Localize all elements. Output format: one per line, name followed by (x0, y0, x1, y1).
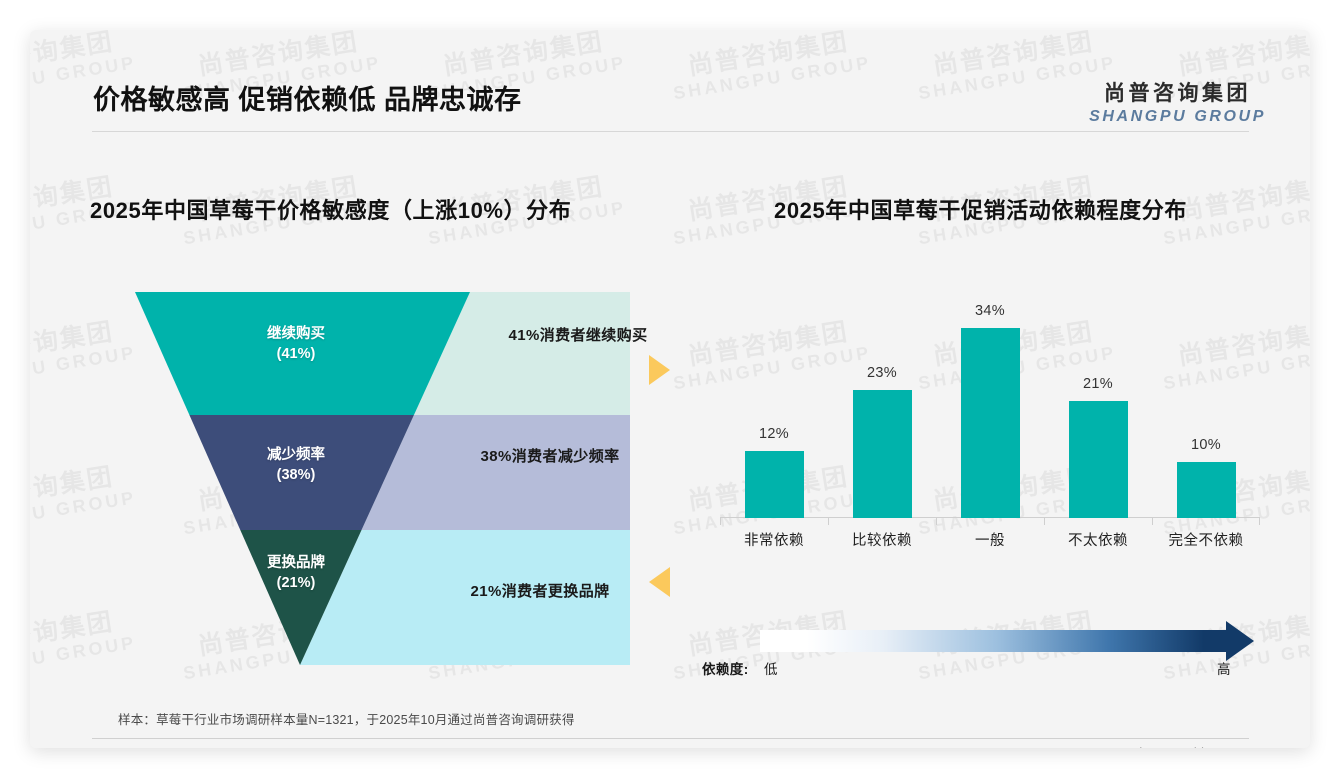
axis-tick (1152, 518, 1153, 525)
bar-group-4[interactable]: 10% (1152, 437, 1260, 518)
funnel-stage-label-2: 更换品牌 (21%) (208, 553, 384, 593)
bar-value-label: 10% (1191, 437, 1221, 454)
legend-high-label: 高 (1217, 662, 1231, 677)
axis-tick (720, 518, 721, 525)
bar-group-2[interactable]: 34% (936, 303, 1044, 518)
funnel-stage-label-1: 减少频率 (38%) (208, 445, 384, 485)
sample-note: 样本：草莓干行业市场调研样本量N=1321，于2025年10月通过尚普咨询调研获… (118, 713, 575, 727)
funnel-panel-label-1: 38%消费者减少频率 (480, 448, 620, 465)
dependency-gradient-legend: 依赖度: 低 高 (702, 621, 1272, 682)
axis-tick (1044, 518, 1045, 525)
funnel-stage-0 (135, 292, 470, 415)
slide-header: 价格敏感高 促销依赖低 品牌忠诚存 尚普咨询集团 SHANGPU GROUP (30, 30, 1310, 132)
bar-rect[interactable] (744, 451, 804, 518)
funnel-stage-value: (21%) (276, 575, 316, 591)
bar-group-0[interactable]: 12% (720, 426, 828, 518)
bar-group-1[interactable]: 23% (828, 365, 936, 518)
bar-rect[interactable] (1068, 400, 1128, 518)
logo-chinese-text: 尚普咨询集团 (1104, 82, 1252, 105)
bar-category-label: 比较依赖 (852, 533, 912, 549)
funnel-chart: 继续购买 (41%) 减少频率 (38%) 更换品牌 (21%) 41%消费者继续购买… (30, 30, 1310, 748)
bar-category-label: 完全不依赖 (1168, 533, 1244, 549)
funnel-stage-label-0: 继续购买 (41%) (208, 324, 384, 364)
bar-value-label: 34% (975, 303, 1005, 320)
logo-english-text: SHANGPU GROUP (1089, 108, 1266, 126)
funnel-stage-value: (41%) (276, 346, 316, 362)
bar-category-label: 非常依赖 (744, 533, 804, 549)
bar-value-label: 23% (867, 364, 897, 381)
bar-rect[interactable] (960, 328, 1020, 518)
bar-group-3[interactable]: 21% (1044, 376, 1152, 518)
legend-low-label: 低 (764, 662, 778, 677)
triangle-right-marker-icon (649, 355, 670, 385)
bar-value-label: 21% (1083, 375, 1113, 392)
footer-divider (92, 738, 1249, 739)
axis-tick (828, 518, 829, 525)
funnel-stage-name: 减少频率 (267, 447, 325, 463)
bar-chart: 12% 非常依赖 23% 比较依赖 34% 一般 21% 不太依赖 10% 完全不依赖 (720, 280, 1260, 570)
bar-category-label: 不太依赖 (1068, 533, 1128, 549)
right-chart-title: 2025年中国草莓干促销活动依赖程度分布 (774, 198, 1187, 223)
gradient-arrow-head-icon (1226, 621, 1254, 661)
left-chart-title: 2025年中国草莓干价格敏感度（上涨10%）分布 (90, 198, 572, 223)
funnel-panel-label-0: 41%消费者继续购买 (508, 327, 648, 344)
footer-copyright: ©2025.12 SHANGPU GROUP (93, 746, 269, 748)
legend-title: 依赖度: (702, 662, 749, 677)
funnel-stage-value: (38%) (276, 467, 316, 483)
bar-rect[interactable] (1176, 462, 1236, 518)
funnel-stage-1 (189, 415, 414, 530)
gradient-bar (760, 630, 1232, 652)
company-logo: 尚普咨询集团 SHANGPU GROUP (1089, 82, 1266, 126)
header-divider (92, 131, 1249, 132)
bar-rect[interactable] (852, 389, 912, 518)
funnel-panel-2 (300, 530, 630, 665)
slide-card: 尚普咨询集团 SHANGPU GROUP 尚普咨询集团 SHANGPU GROUP 尚普… (30, 30, 1310, 748)
axis-tick (1259, 518, 1260, 525)
funnel-stage-name: 更换品牌 (267, 555, 325, 571)
funnel-panel-1 (361, 415, 630, 530)
funnel-stage-name: 继续购买 (267, 326, 325, 342)
triangle-left-marker-icon (649, 567, 670, 597)
bar-value-label: 12% (759, 426, 789, 443)
bar-category-label: 一般 (975, 533, 1005, 549)
footer-website: www.shangpu-china.com (1102, 746, 1247, 748)
page-title: 价格敏感高 促销依赖低 品牌忠诚存 (93, 85, 522, 115)
funnel-panel-0 (413, 292, 630, 415)
funnel-stage-2 (240, 530, 362, 665)
funnel-panel-label-2: 21%消费者更换品牌 (470, 583, 610, 600)
funnel-svg (135, 292, 630, 665)
axis-tick (936, 518, 937, 525)
